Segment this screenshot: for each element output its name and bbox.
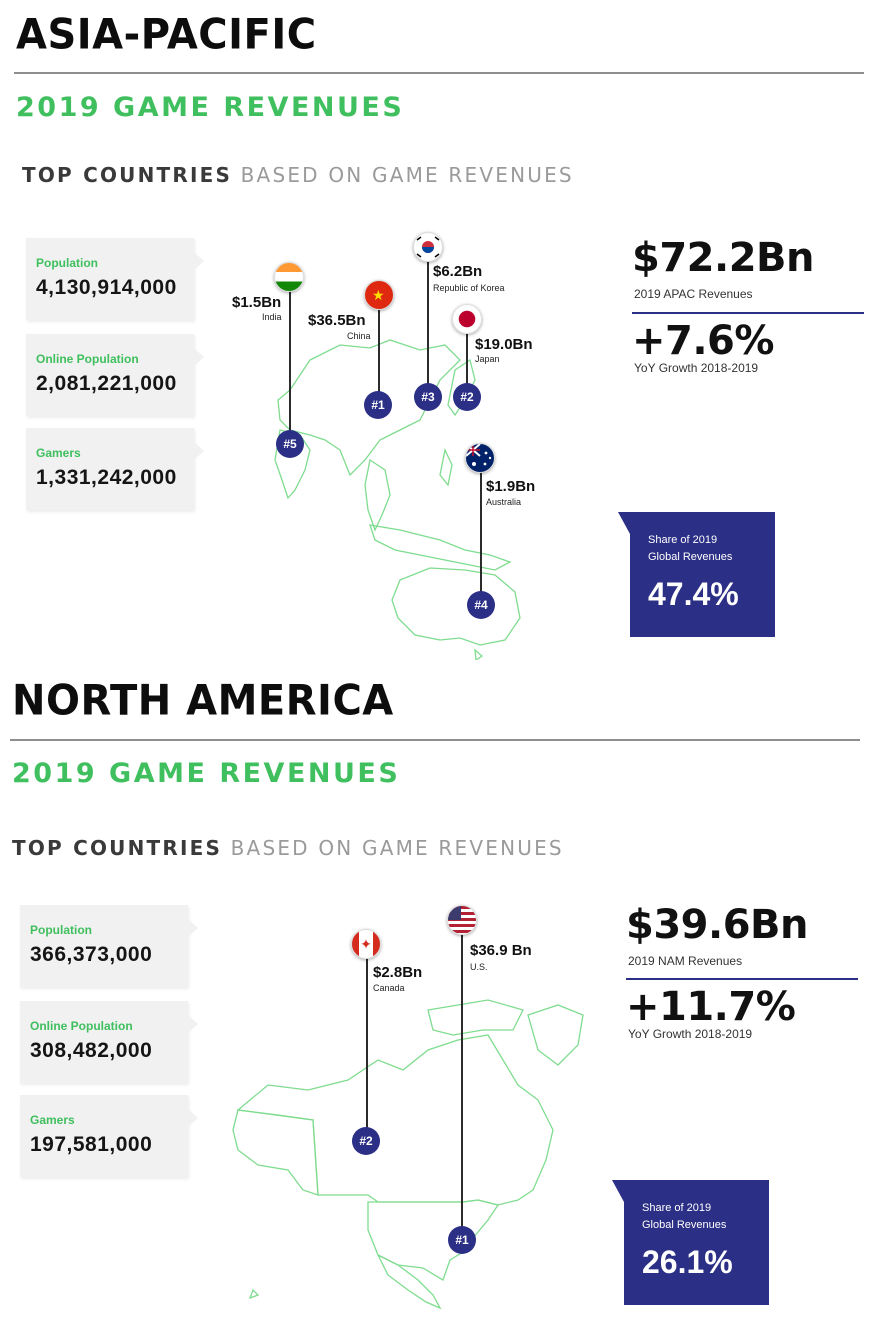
country-name: China (347, 331, 371, 341)
top-countries-strong: TOP COUNTRIES (12, 836, 223, 860)
country-value: $19.0Bn (475, 336, 533, 353)
country-value: $36.9 Bn (470, 942, 532, 959)
pin-line (289, 288, 291, 434)
australia-flag-icon (465, 443, 495, 473)
stat-card-population: Population 4,130,914,000 (26, 238, 204, 320)
stat-card-population: Population 366,373,000 (20, 905, 198, 987)
country-value: $1.9Bn (486, 478, 536, 495)
greenland-outline (527, 1004, 584, 1066)
share-label-line-1: Share of 2019 (642, 1202, 712, 1214)
divider (10, 739, 860, 741)
stat-value: 1,331,242,000 (36, 466, 177, 489)
revenue-heading: 2019 GAME REVENUES (12, 758, 401, 789)
canada-flag-icon: ✦ (351, 929, 381, 959)
divider (632, 312, 864, 314)
country-name: U.S. (470, 962, 488, 972)
canada-outline (236, 1034, 554, 1206)
pin-line (461, 930, 463, 1230)
total-revenue-value: $72.2Bn (632, 235, 815, 281)
stat-card-online-population: Online Population 2,081,221,000 (26, 334, 204, 416)
top-countries-strong: TOP COUNTRIES (22, 163, 233, 187)
share-label: Share of 2019 Global Revenues (642, 1200, 726, 1234)
region-title: ASIA-PACIFIC (16, 10, 317, 60)
country-value: $2.8Bn (373, 964, 423, 981)
growth-label: YoY Growth 2018-2019 (634, 361, 759, 375)
share-label-line-2: Global Revenues (648, 551, 733, 563)
rank-badge: #2 (453, 383, 481, 411)
revenue-heading: 2019 GAME REVENUES (16, 92, 405, 123)
pin-line (480, 470, 482, 594)
top-countries-rest: BASED ON GAME REVENUES (240, 163, 574, 187)
usa-outline (367, 1199, 500, 1281)
stat-label: Online Population (30, 1019, 133, 1033)
country-name: Canada (373, 983, 405, 993)
philippines-outline (439, 447, 453, 487)
australia-outline (391, 567, 521, 646)
growth-value: +11.7% (626, 984, 796, 1030)
stat-value: 197,581,000 (30, 1133, 153, 1156)
stat-label: Gamers (36, 446, 81, 460)
country-name: Republic of Korea (433, 283, 505, 293)
total-revenue-label: 2019 NAM Revenues (628, 954, 743, 968)
pin-line (366, 956, 368, 1140)
rank-badge: #1 (364, 391, 392, 419)
share-label: Share of 2019 Global Revenues (648, 532, 732, 566)
growth-value: +7.6% (632, 318, 774, 364)
share-box: Share of 2019 Global Revenues 47.4% (618, 512, 775, 637)
alaska-outline (232, 1109, 319, 1196)
rank-badge: #1 (448, 1226, 476, 1254)
rank-badge: #5 (276, 430, 304, 458)
rank-badge: #3 (414, 383, 442, 411)
stat-value: 308,482,000 (30, 1039, 153, 1062)
north-america-map (232, 999, 584, 1310)
total-revenue-value: $39.6Bn (626, 902, 809, 948)
stat-card-online-population: Online Population 308,482,000 (20, 1001, 198, 1083)
stat-value: 366,373,000 (30, 943, 153, 966)
japan-flag-icon (452, 304, 482, 334)
divider (626, 978, 858, 980)
stat-label: Online Population (36, 352, 139, 366)
mexico-outline (376, 1253, 442, 1310)
share-label-line-1: Share of 2019 (648, 534, 718, 546)
china-flag-icon: ★ (364, 280, 394, 310)
share-value: 47.4% (648, 576, 739, 612)
country-name: Australia (486, 497, 522, 507)
arctic-islands-outline (427, 999, 524, 1036)
rank-badge: #2 (352, 1127, 380, 1155)
stat-value: 2,081,221,000 (36, 372, 177, 395)
share-label-line-2: Global Revenues (642, 1219, 727, 1231)
share-box: Share of 2019 Global Revenues 26.1% (612, 1180, 769, 1305)
total-revenue-label: 2019 APAC Revenues (634, 287, 753, 301)
divider (14, 72, 864, 74)
indonesia-outline (369, 524, 512, 571)
tasmania-outline (474, 648, 484, 660)
stat-label: Gamers (30, 1113, 75, 1127)
usa-flag-icon (447, 905, 477, 935)
indochina-outline (364, 458, 391, 532)
hawaii-outline (248, 1288, 260, 1300)
stat-card-gamers: Gamers 197,581,000 (20, 1095, 198, 1177)
stat-label: Population (36, 256, 98, 270)
growth-label: YoY Growth 2018-2019 (628, 1027, 753, 1041)
top-countries-rest: BASED ON GAME REVENUES (230, 836, 564, 860)
country-value: $1.5Bn (232, 294, 282, 311)
share-value: 26.1% (642, 1244, 733, 1280)
stat-label: Population (30, 923, 92, 937)
top-countries-line: TOP COUNTRIES BASED ON GAME REVENUES (12, 836, 564, 860)
india-flag-icon (274, 262, 304, 292)
pin-line (427, 256, 429, 386)
country-name: India (262, 312, 282, 322)
rank-badge: #4 (467, 591, 495, 619)
country-value: $36.5Bn (308, 312, 366, 329)
korea-flag-icon (413, 232, 443, 262)
country-name: Japan (475, 354, 500, 364)
pin-line (466, 330, 468, 386)
pin-line (378, 306, 380, 398)
stat-value: 4,130,914,000 (36, 276, 177, 299)
stat-card-gamers: Gamers 1,331,242,000 (26, 428, 204, 510)
region-title: NORTH AMERICA (12, 676, 394, 726)
china-outline (277, 339, 461, 477)
top-countries-line: TOP COUNTRIES BASED ON GAME REVENUES (22, 163, 574, 187)
country-value: $6.2Bn (433, 263, 483, 280)
